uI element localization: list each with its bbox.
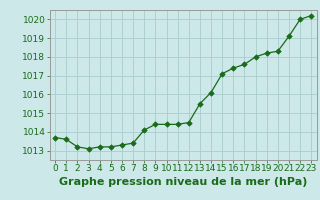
X-axis label: Graphe pression niveau de la mer (hPa): Graphe pression niveau de la mer (hPa) — [59, 177, 308, 187]
